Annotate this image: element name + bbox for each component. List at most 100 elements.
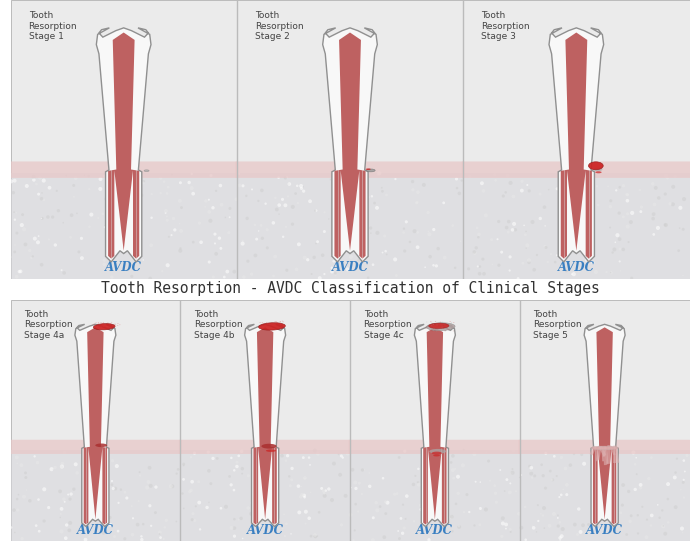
Point xyxy=(497,514,508,523)
Point xyxy=(475,478,486,486)
Point xyxy=(505,479,516,487)
Point xyxy=(237,239,248,248)
Point xyxy=(119,488,130,497)
Point xyxy=(159,523,170,532)
Point xyxy=(679,467,690,476)
Point xyxy=(154,530,165,538)
Point xyxy=(342,265,354,274)
Point xyxy=(364,469,375,477)
Polygon shape xyxy=(424,327,447,524)
Point xyxy=(178,460,189,469)
Point xyxy=(657,506,668,514)
Point xyxy=(71,469,83,477)
Point xyxy=(160,207,172,215)
Point xyxy=(354,221,365,229)
Point xyxy=(121,494,132,503)
Point xyxy=(16,461,27,470)
Point xyxy=(478,187,489,195)
Point xyxy=(295,182,307,190)
Point xyxy=(351,209,362,217)
Point xyxy=(168,214,179,223)
Point xyxy=(614,235,625,243)
Text: AVDC: AVDC xyxy=(558,261,595,274)
Point xyxy=(424,230,435,239)
Point xyxy=(107,457,118,465)
Point xyxy=(186,170,197,179)
FancyBboxPatch shape xyxy=(462,161,691,178)
Point xyxy=(502,171,513,180)
Point xyxy=(525,467,536,476)
Point xyxy=(318,489,330,498)
Point xyxy=(379,533,390,541)
Point xyxy=(407,186,419,194)
Point xyxy=(36,194,47,203)
Point xyxy=(294,508,305,517)
Point xyxy=(64,519,76,527)
Point xyxy=(659,190,671,199)
Point xyxy=(186,486,197,494)
Point xyxy=(300,474,311,483)
Point xyxy=(44,183,55,192)
Point xyxy=(344,204,356,213)
Point xyxy=(20,240,31,249)
Point xyxy=(527,217,538,226)
Point xyxy=(391,271,402,280)
Point xyxy=(119,535,130,541)
Point xyxy=(299,491,310,500)
Point xyxy=(225,480,237,489)
Point xyxy=(605,223,616,232)
Point xyxy=(377,187,388,196)
Point xyxy=(146,241,157,249)
Point xyxy=(660,221,671,229)
Point xyxy=(230,195,241,203)
Point xyxy=(561,267,573,275)
Point xyxy=(333,450,344,459)
Point xyxy=(143,478,154,486)
Point xyxy=(189,516,200,525)
Point xyxy=(533,517,544,525)
Point xyxy=(304,514,315,523)
Point xyxy=(298,187,309,195)
Point xyxy=(590,268,601,276)
Polygon shape xyxy=(108,32,139,259)
Point xyxy=(521,227,532,236)
Point xyxy=(583,520,594,529)
Point xyxy=(358,465,370,474)
Point xyxy=(216,244,227,253)
Point xyxy=(343,229,354,238)
Point xyxy=(480,211,491,220)
Point xyxy=(253,196,264,205)
Point xyxy=(281,222,292,231)
Bar xyxy=(237,0,463,279)
Point xyxy=(632,529,643,538)
Point xyxy=(136,532,147,540)
Point xyxy=(625,218,636,227)
Point xyxy=(146,522,157,530)
Point xyxy=(412,198,423,207)
Point xyxy=(312,237,323,246)
Point xyxy=(331,186,342,195)
Point xyxy=(277,524,288,533)
Point xyxy=(188,238,199,247)
Point xyxy=(36,189,48,197)
Text: Tooth
Resorption
Stage 2: Tooth Resorption Stage 2 xyxy=(255,11,304,41)
Point xyxy=(659,221,671,229)
Point xyxy=(658,522,669,530)
Point xyxy=(589,453,600,461)
Point xyxy=(330,214,342,222)
Text: Tooth
Resorption
Stage 1: Tooth Resorption Stage 1 xyxy=(29,11,77,41)
Point xyxy=(520,230,531,239)
Point xyxy=(610,446,622,454)
Point xyxy=(622,196,633,205)
Point xyxy=(207,454,218,463)
Point xyxy=(249,221,260,229)
Point xyxy=(454,523,465,531)
Point xyxy=(550,258,561,266)
Point xyxy=(519,503,531,511)
Bar xyxy=(350,450,519,541)
Point xyxy=(394,535,405,541)
Point xyxy=(312,532,323,540)
Point xyxy=(234,181,246,190)
Point xyxy=(302,255,314,264)
Point xyxy=(21,182,32,190)
